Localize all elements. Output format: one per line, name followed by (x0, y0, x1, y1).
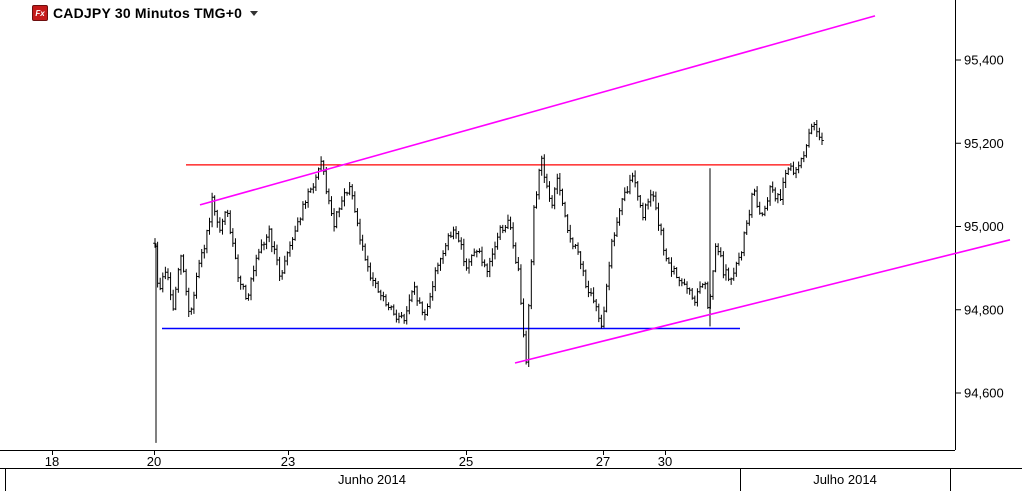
chart-header: Fx CADJPY 30 Minutos TMG+0 (32, 5, 259, 21)
time-tick-label: 18 (45, 454, 59, 469)
price-bars (153, 120, 824, 443)
time-tick-label: 20 (147, 454, 161, 469)
month-label: Junho 2014 (338, 472, 406, 487)
chevron-down-icon[interactable] (250, 10, 259, 16)
price-tick-label: 95,400 (964, 53, 1004, 68)
time-tick-label: 30 (658, 454, 672, 469)
channel-lower-trendline[interactable] (514, 239, 1011, 364)
month-label: Julho 2014 (813, 472, 877, 487)
price-axis[interactable]: 95,400 95,200 95,000 94,800 94,600 (955, 53, 1004, 401)
channel-upper-trendline[interactable] (199, 15, 876, 206)
price-tick-label: 95,200 (964, 136, 1004, 151)
price-tick-label: 95,000 (964, 219, 1004, 234)
price-tick-label: 94,600 (964, 386, 1004, 401)
month-band: Junho 2014 Julho 2014 (0, 468, 1022, 491)
time-tick-label: 27 (596, 454, 610, 469)
price-tick-label: 94,800 (964, 302, 1004, 317)
axes[interactable] (0, 0, 956, 451)
time-tick-label: 23 (281, 454, 295, 469)
time-tick-label: 25 (459, 454, 473, 469)
forex-symbol-icon: Fx (32, 5, 48, 21)
time-axis[interactable]: 18 20 23 25 27 30 (45, 450, 672, 469)
chart-title: CADJPY 30 Minutos TMG+0 (53, 5, 243, 21)
